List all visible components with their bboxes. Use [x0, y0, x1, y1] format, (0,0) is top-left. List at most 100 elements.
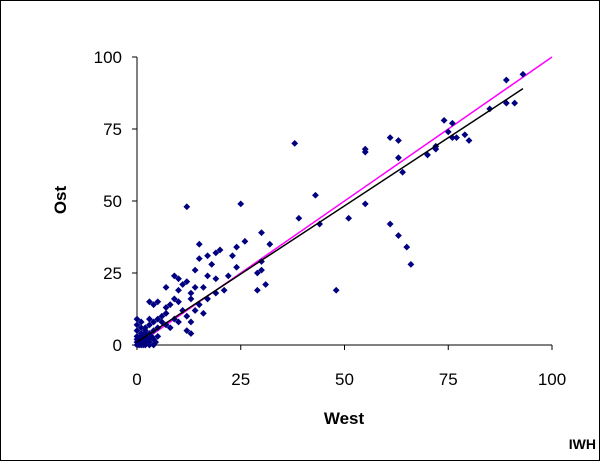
x-tick-label: 100 [538, 370, 566, 389]
data-point [511, 99, 519, 107]
data-point [179, 307, 187, 314]
y-tick-label: 0 [113, 336, 122, 355]
x-axis-title: West [324, 409, 365, 428]
data-point [395, 232, 402, 239]
data-point [195, 255, 203, 262]
data-point [175, 318, 182, 326]
data-point [162, 321, 170, 329]
data-point [154, 298, 162, 306]
data-point [204, 295, 211, 303]
data-point [146, 315, 153, 323]
data-point [295, 214, 303, 222]
data-point [258, 229, 265, 237]
data-point [399, 168, 406, 176]
data-point [170, 272, 178, 280]
data-point [453, 134, 460, 142]
data-point [150, 301, 157, 309]
data-point [216, 246, 224, 254]
data-point [162, 304, 170, 311]
data-point [519, 70, 527, 78]
data-point [386, 134, 394, 142]
data-point [291, 140, 299, 147]
data-point [191, 266, 199, 274]
data-point [191, 284, 199, 291]
data-point [179, 281, 187, 288]
data-point [212, 275, 220, 283]
data-point [395, 137, 402, 144]
data-point [137, 318, 145, 326]
data-point [253, 269, 261, 277]
data-point [166, 324, 174, 332]
data-point [253, 286, 261, 294]
data-point [486, 105, 494, 113]
data-point [266, 240, 274, 248]
data-point [150, 341, 157, 349]
data-point [361, 200, 369, 208]
data-point [170, 295, 178, 303]
data-point [233, 263, 240, 271]
data-point [233, 243, 240, 251]
data-point [175, 298, 182, 306]
data-point [424, 151, 431, 159]
y-tick-label: 75 [103, 120, 122, 139]
data-point [150, 318, 157, 326]
data-point [187, 295, 195, 303]
y-tick-label: 50 [103, 192, 122, 211]
data-point [224, 272, 232, 280]
data-point [258, 266, 265, 274]
data-point [195, 301, 203, 309]
x-tick-label: 25 [231, 370, 250, 389]
data-point [403, 243, 411, 251]
data-point [465, 137, 473, 144]
data-point [137, 324, 145, 332]
y-axis-title: Ost [51, 185, 70, 214]
data-point [440, 116, 448, 124]
data-point [312, 191, 319, 199]
data-point [262, 281, 270, 288]
data-point [183, 312, 191, 320]
data-point [175, 286, 182, 294]
data-point [229, 252, 236, 260]
data-point [183, 278, 191, 286]
data-point [175, 275, 182, 283]
data-point [195, 240, 203, 248]
data-point [502, 76, 510, 84]
data-point [258, 258, 265, 265]
data-point [152, 338, 160, 346]
data-point [204, 252, 211, 260]
data-point [141, 324, 149, 332]
data-point [449, 119, 456, 127]
data-point [141, 338, 149, 346]
data-point [137, 330, 145, 337]
data-point [444, 128, 452, 136]
data-point [241, 237, 249, 245]
data-point [395, 154, 402, 162]
data-point [345, 214, 353, 222]
data-point [170, 315, 178, 323]
plot-area: 0 25 50 75 100 0 25 50 75 100 [94, 48, 567, 389]
data-point [183, 327, 191, 334]
data-point [220, 286, 228, 294]
data-point [162, 284, 170, 291]
data-point [133, 315, 141, 323]
data-point [154, 315, 162, 323]
source-label: IWH [568, 436, 596, 452]
y-tick-label: 100 [94, 48, 122, 67]
data-point [316, 220, 323, 228]
data-point [386, 220, 394, 228]
data-point [187, 330, 195, 337]
trend-line [136, 88, 524, 343]
data-point [204, 272, 211, 280]
x-tick-label: 75 [439, 370, 458, 389]
x-tick-label: 0 [132, 370, 141, 389]
data-point [200, 309, 207, 317]
data-point [461, 131, 469, 139]
data-point [158, 312, 166, 320]
data-point [158, 318, 166, 326]
data-point [146, 321, 153, 329]
x-tick-label: 50 [335, 370, 354, 389]
data-point [191, 307, 199, 314]
data-point [332, 286, 340, 294]
